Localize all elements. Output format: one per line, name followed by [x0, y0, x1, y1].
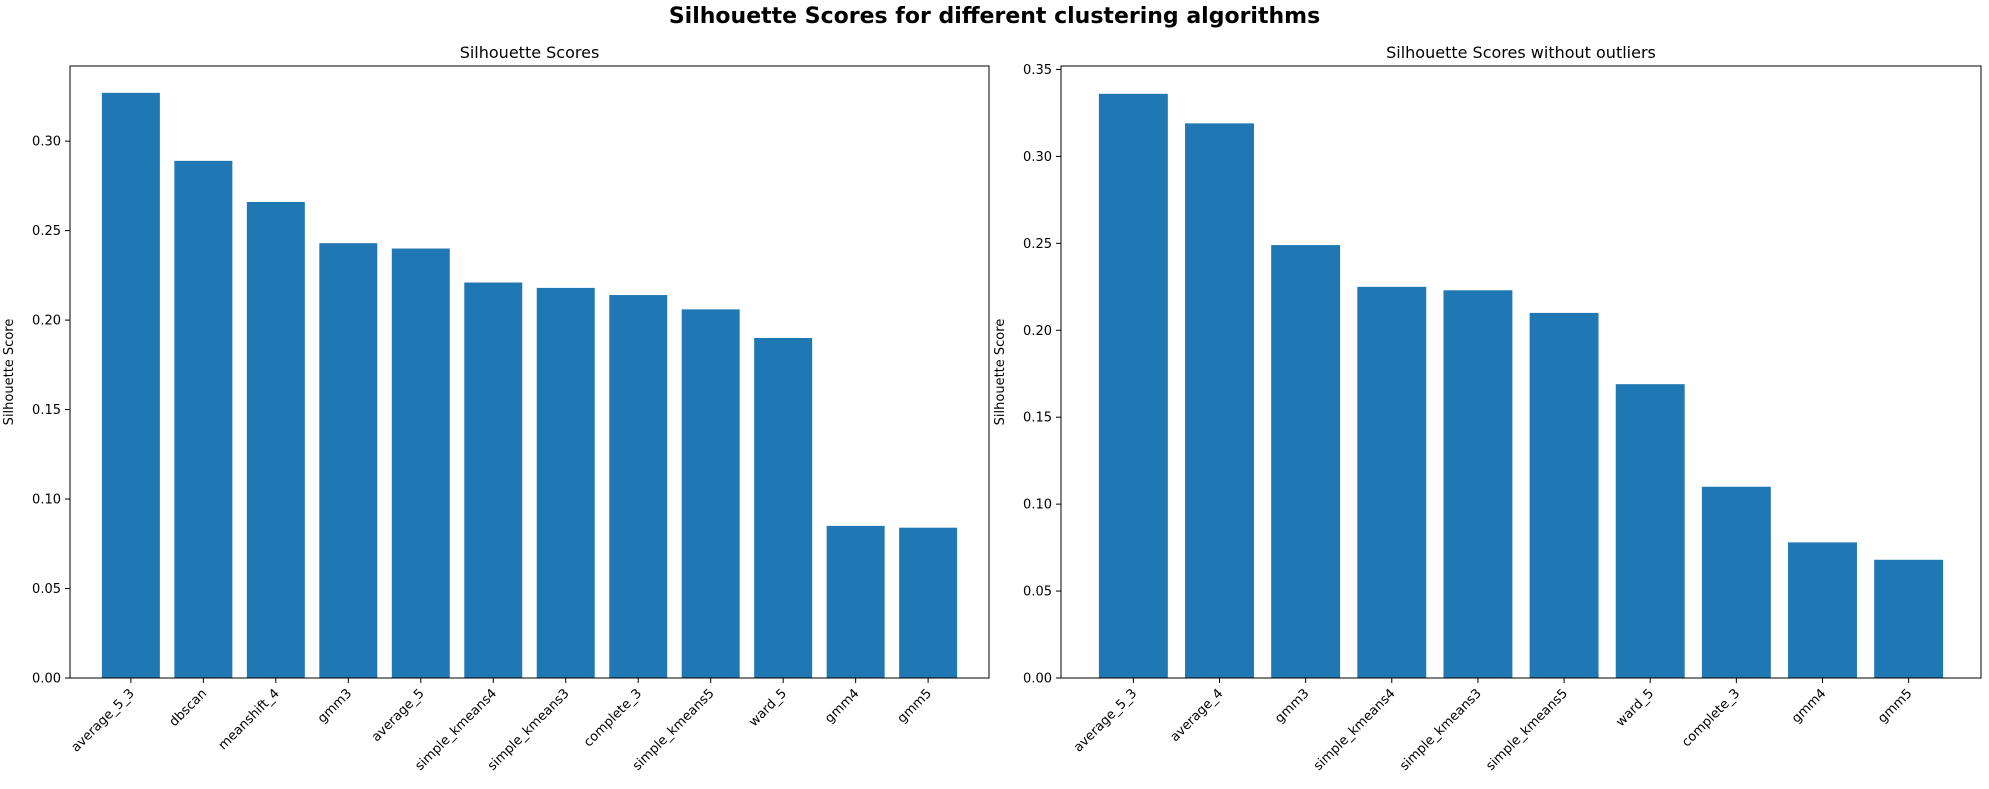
bar-simple_kmeans3 [536, 287, 595, 678]
x-tick-label: meanshift_4 [216, 686, 283, 753]
bar-gmm3 [1271, 245, 1341, 679]
bar-complete_3 [609, 295, 668, 678]
y-tick-label: 0.20 [1023, 324, 1052, 339]
y-tick-label: 0.20 [32, 314, 61, 329]
x-tick-label: simple_kmeans5 [1483, 686, 1571, 774]
x-tick-label: gmm4 [1789, 686, 1829, 726]
y-tick-label: 0.15 [1023, 411, 1052, 426]
bar-simple_kmeans3 [1443, 290, 1513, 678]
x-tick-label: gmm3 [315, 686, 355, 726]
x-tick-label: gmm3 [1272, 686, 1312, 726]
plot-frame [1060, 65, 1982, 679]
bar-average_5_3 [1098, 93, 1168, 679]
bar-dbscan [174, 160, 233, 678]
right-chart-panel: 0.00 0.05 0.10 0.15 0.20 0.25 0.30 0.35 average_… [993, 43, 1982, 774]
plot-frame [69, 65, 990, 679]
bar-gmm3 [319, 243, 378, 678]
x-tick-label: gmm5 [1875, 686, 1915, 726]
bar-complete_3 [1701, 486, 1771, 678]
bar-ward_5 [1615, 384, 1685, 678]
x-tick-label: complete_3 [1679, 686, 1743, 750]
x-tick-label: dbscan [167, 686, 211, 730]
y-tick-label: 0.25 [32, 224, 61, 239]
x-tick-label: gmm5 [895, 686, 935, 726]
y-axis-label: Silhouette Score [2, 319, 17, 426]
bar-gmm5 [899, 527, 958, 678]
x-tick-label: simple_kmeans3 [1397, 686, 1485, 774]
x-tick-label: average_4 [1168, 686, 1227, 745]
y-tick-label: 0.35 [1023, 63, 1052, 78]
x-tick-label: simple_kmeans4 [1311, 686, 1399, 774]
x-tick-label: complete_3 [581, 686, 645, 750]
x-tick-label: ward_5 [1613, 686, 1657, 730]
left-chart-panel: 0.00 0.05 0.10 0.15 0.20 0.25 0.30 average_5_3 d… [2, 43, 990, 774]
bar-simple_kmeans5 [1529, 312, 1599, 678]
figure-title: Silhouette Scores for different clusteri… [668, 4, 1321, 29]
x-tick-label: average_5_3 [1071, 686, 1140, 755]
y-tick-label: 0.30 [1023, 150, 1052, 165]
bar-average_4 [1185, 123, 1254, 678]
bar-ward_5 [754, 338, 813, 678]
y-tick-label: 0.30 [32, 135, 61, 150]
bar-gmm4 [1788, 542, 1857, 678]
bar-simple_kmeans5 [681, 309, 740, 678]
y-tick-label: 0.15 [32, 403, 61, 418]
y-tick-label: 0.25 [1023, 237, 1052, 252]
y-tick-label: 0.10 [32, 493, 61, 508]
bar-simple_kmeans4 [464, 282, 523, 678]
y-tick-label: 0.05 [1023, 585, 1052, 600]
x-tick-label: gmm4 [822, 686, 862, 726]
x-tick-label: simple_kmeans3 [485, 686, 573, 774]
y-tick-label: 0.00 [32, 672, 61, 687]
y-tick-label: 0.10 [1023, 498, 1052, 513]
x-tick-label: average_5 [369, 686, 428, 745]
bar-meanshift_4 [246, 202, 305, 678]
y-tick-label: 0.00 [1023, 672, 1052, 687]
chart-title: Silhouette Scores [460, 43, 600, 62]
y-axis-label: Silhouette Score [993, 319, 1008, 426]
bar-gmm5 [1874, 559, 1944, 678]
bar-simple_kmeans4 [1357, 286, 1427, 678]
y-tick-label: 0.05 [32, 582, 61, 597]
x-tick-label: simple_kmeans5 [630, 686, 718, 774]
x-tick-label: ward_5 [746, 686, 790, 730]
bar-average_5 [391, 248, 450, 679]
chart-title: Silhouette Scores without outliers [1386, 43, 1656, 62]
bar-average_5_3 [101, 92, 160, 678]
x-tick-label: average_5_3 [69, 686, 138, 755]
bar-gmm4 [826, 525, 885, 678]
